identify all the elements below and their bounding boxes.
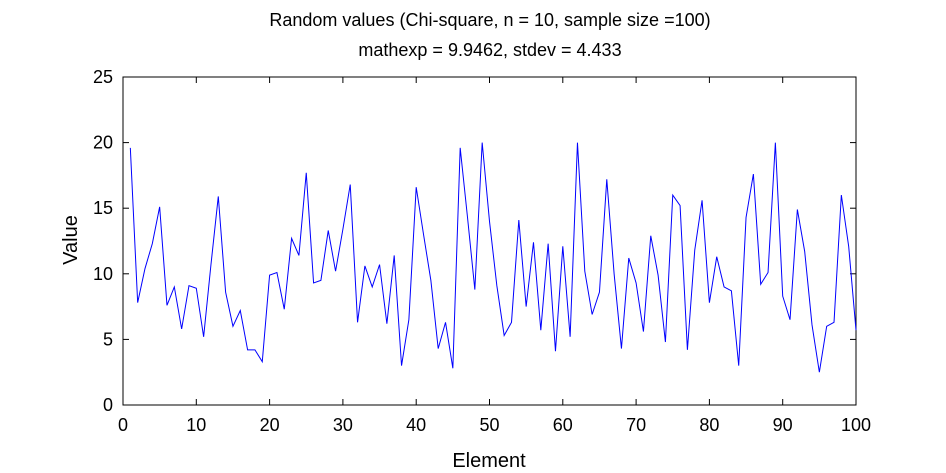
x-tick-label: 0: [118, 415, 128, 435]
y-tick-label: 25: [93, 67, 113, 87]
y-tick-label: 15: [93, 198, 113, 218]
x-tick-label: 10: [186, 415, 206, 435]
x-tick-label: 20: [260, 415, 280, 435]
plot-frame: [122, 76, 857, 406]
chart-subtitle: mathexp = 9.9462, stdev = 4.433: [358, 40, 621, 60]
y-tick-label: 5: [103, 329, 113, 349]
x-tick-label: 70: [626, 415, 646, 435]
x-tick-label: 50: [479, 415, 499, 435]
y-tick-label: 0: [103, 395, 113, 415]
x-tick-label: 30: [333, 415, 353, 435]
y-tick-label: 10: [93, 264, 113, 284]
x-axis-label: Element: [452, 450, 526, 472]
x-tick-label: 100: [841, 415, 871, 435]
x-tick-label: 90: [773, 415, 793, 435]
plot-area: 0 10 20 30 40 50 60 70 80 90 100 0 5 10 15 20 25: [93, 67, 871, 435]
y-axis-label: Value: [60, 215, 82, 265]
series-line: [129, 142, 857, 373]
x-tick-label: 80: [699, 415, 719, 435]
series-layer: [129, 142, 857, 373]
x-tick-label: 60: [553, 415, 573, 435]
x-axis: 0 10 20 30 40 50 60 70 80 90 100: [118, 77, 871, 435]
y-axis: 0 5 10 15 20 25: [93, 67, 856, 415]
y-tick-label: 20: [93, 133, 113, 153]
chart-title: Random values (Chi-square, n = 10, sampl…: [269, 10, 710, 30]
x-tick-label: 40: [406, 415, 426, 435]
